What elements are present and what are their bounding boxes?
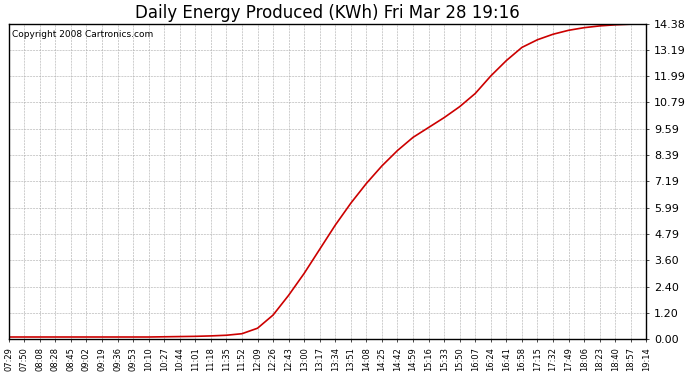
Text: Copyright 2008 Cartronics.com: Copyright 2008 Cartronics.com bbox=[12, 30, 153, 39]
Title: Daily Energy Produced (KWh) Fri Mar 28 19:16: Daily Energy Produced (KWh) Fri Mar 28 1… bbox=[135, 4, 520, 22]
